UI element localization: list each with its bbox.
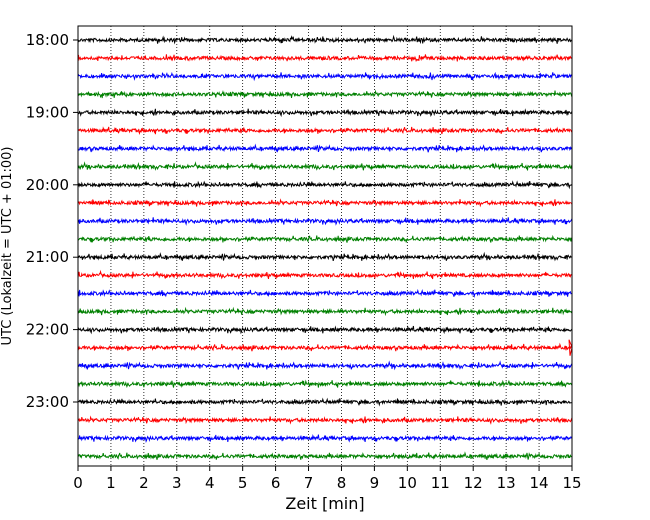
seismic-trace — [77, 251, 573, 262]
y-tick-label: 20:00 — [26, 176, 69, 194]
seismic-trace — [77, 216, 573, 226]
y-tick-label: 23:00 — [26, 393, 69, 411]
y-tick-label: 19:00 — [26, 103, 69, 121]
trace-group — [77, 34, 573, 461]
seismic-trace — [77, 433, 573, 443]
seismic-trace — [77, 71, 573, 82]
x-tick-label: 11 — [431, 474, 450, 492]
seismic-trace — [77, 339, 573, 356]
x-axis-ticks: 0 1 2 3 4 5 6 7 8 9 10 11 12 13 14 15 — [73, 466, 582, 492]
y-axis-ticks: 18:00 19:00 20:00 21:00 22:00 23:00 — [26, 31, 78, 411]
x-tick-label: 15 — [562, 474, 581, 492]
x-tick-label: 14 — [530, 474, 549, 492]
x-tick-label: 13 — [497, 474, 516, 492]
seismic-trace — [77, 161, 573, 171]
seismic-trace — [77, 180, 573, 190]
seismic-trace — [77, 397, 573, 407]
x-tick-label: 3 — [172, 474, 182, 492]
seismic-trace — [77, 89, 573, 99]
seismic-trace — [77, 306, 573, 317]
x-tick-label: 2 — [139, 474, 149, 492]
x-tick-label: 6 — [271, 474, 281, 492]
y-axis-label: UTC (Lokalzeit = UTC + 01:00) — [0, 147, 15, 346]
seismic-trace — [77, 360, 573, 371]
seismic-trace — [77, 451, 573, 461]
seismic-trace — [77, 34, 573, 45]
x-tick-label: 7 — [304, 474, 314, 492]
seismic-trace — [77, 234, 573, 243]
vertical-grid — [110, 26, 540, 466]
seismic-trace — [77, 379, 573, 389]
seismic-trace — [77, 198, 573, 208]
x-tick-label: 10 — [398, 474, 417, 492]
y-tick-label: 22:00 — [26, 321, 69, 339]
seismic-trace — [77, 54, 573, 63]
y-tick-label: 18:00 — [26, 31, 69, 49]
seismic-trace — [77, 269, 573, 280]
seismic-trace — [77, 108, 573, 118]
seismic-trace — [77, 143, 573, 153]
y-tick-label: 21:00 — [26, 248, 69, 266]
x-tick-label: 12 — [464, 474, 483, 492]
seismic-trace — [77, 288, 573, 299]
x-tick-label: 9 — [370, 474, 380, 492]
plot-frame — [77, 25, 573, 467]
x-tick-label: 8 — [337, 474, 347, 492]
x-tick-label: 1 — [106, 474, 116, 492]
x-tick-label: 4 — [205, 474, 215, 492]
x-tick-label: 5 — [238, 474, 248, 492]
x-tick-label: 0 — [73, 474, 83, 492]
seismic-trace — [77, 415, 573, 425]
x-axis-label: Zeit [min] — [285, 494, 364, 513]
seismic-trace — [77, 126, 573, 135]
seismic-trace — [77, 325, 573, 335]
